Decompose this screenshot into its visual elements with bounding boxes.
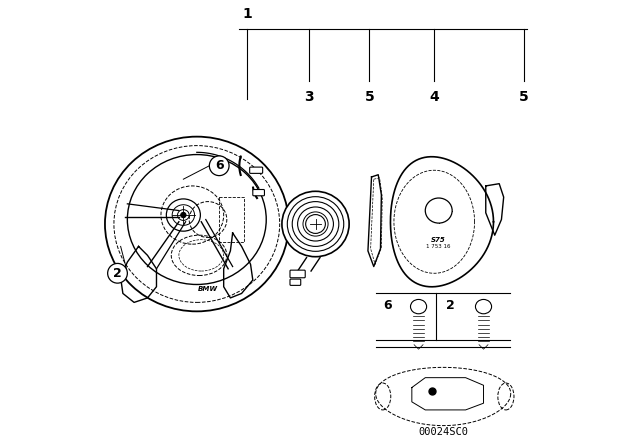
Text: 6: 6 — [215, 159, 223, 172]
Ellipse shape — [127, 155, 266, 284]
Text: 1 753 16: 1 753 16 — [426, 244, 451, 250]
FancyBboxPatch shape — [290, 270, 305, 278]
Polygon shape — [412, 378, 484, 410]
Text: 00024SC0: 00024SC0 — [418, 427, 468, 437]
Ellipse shape — [282, 191, 349, 257]
Text: BMW: BMW — [198, 286, 218, 292]
Text: S75: S75 — [431, 237, 446, 243]
Ellipse shape — [476, 299, 492, 314]
Circle shape — [209, 156, 229, 176]
Ellipse shape — [105, 137, 289, 311]
Polygon shape — [390, 157, 493, 287]
Text: 1: 1 — [243, 7, 252, 21]
Ellipse shape — [180, 212, 186, 218]
FancyBboxPatch shape — [290, 279, 301, 285]
FancyBboxPatch shape — [253, 190, 264, 196]
Text: 3: 3 — [305, 90, 314, 103]
FancyBboxPatch shape — [250, 167, 262, 173]
Polygon shape — [486, 184, 504, 235]
Text: 5: 5 — [519, 90, 529, 103]
Text: 4: 4 — [429, 90, 439, 103]
Text: 6: 6 — [383, 299, 392, 312]
Text: 2: 2 — [113, 267, 122, 280]
Ellipse shape — [306, 215, 325, 233]
Circle shape — [108, 263, 127, 283]
Text: 2: 2 — [445, 299, 454, 312]
Ellipse shape — [426, 198, 452, 223]
Text: 5: 5 — [364, 90, 374, 103]
Ellipse shape — [410, 299, 427, 314]
